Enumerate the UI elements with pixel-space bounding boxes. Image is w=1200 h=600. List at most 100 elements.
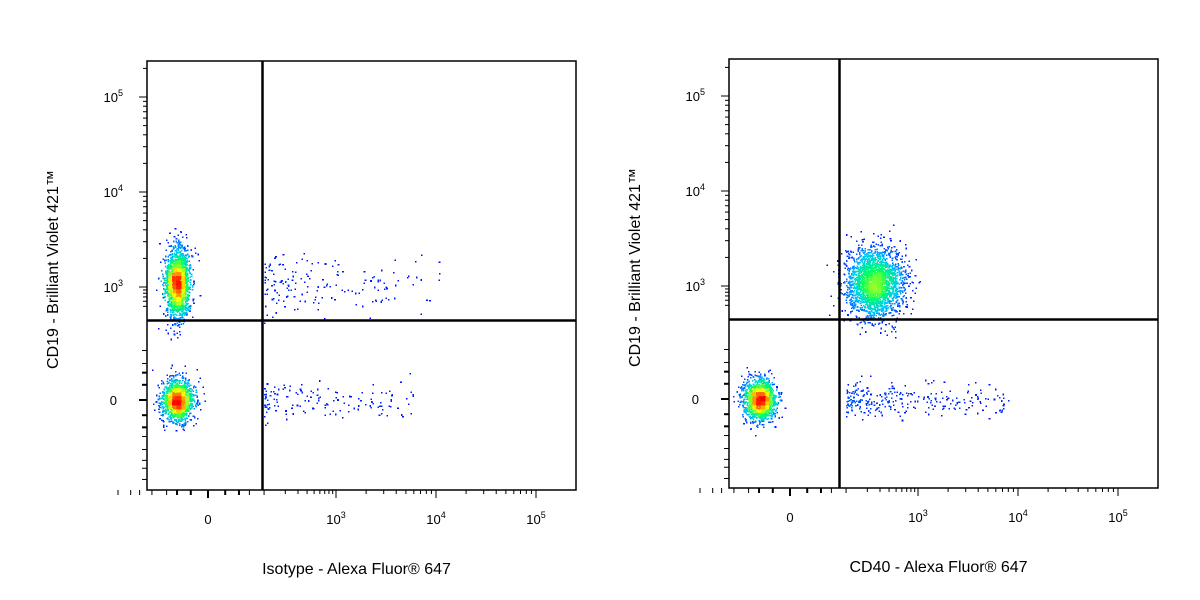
data-point (181, 392, 184, 395)
data-point (362, 289, 364, 291)
data-point (266, 289, 268, 292)
data-point (177, 248, 179, 250)
data-point (902, 284, 904, 286)
data-point (890, 304, 893, 306)
data-point (183, 415, 185, 418)
data-point (184, 385, 187, 388)
data-point (187, 309, 189, 312)
data-point (170, 271, 172, 273)
data-point (903, 266, 905, 268)
data-point (175, 395, 177, 397)
data-point (853, 267, 856, 270)
data-point (847, 286, 849, 289)
data-point (900, 258, 902, 260)
data-point (179, 312, 182, 315)
data-point (181, 414, 183, 416)
data-point (871, 255, 873, 257)
data-point (175, 430, 178, 432)
data-point (169, 383, 172, 385)
data-point (998, 397, 1001, 399)
data-point (882, 256, 885, 258)
data-point (854, 391, 856, 393)
data-point (164, 401, 166, 403)
data-point (178, 289, 180, 291)
data-point (890, 381, 893, 384)
data-point (858, 261, 861, 264)
data-point (1001, 409, 1004, 412)
data-point (185, 300, 188, 302)
data-point (151, 369, 154, 371)
data-point (899, 306, 901, 308)
data-point (870, 403, 873, 405)
data-point (869, 321, 871, 324)
data-point (885, 308, 887, 311)
data-point (1003, 397, 1005, 399)
x-tick-label: 0 (204, 512, 211, 527)
data-point (903, 294, 906, 297)
data-point (779, 399, 782, 402)
data-point (299, 388, 302, 390)
data-point (182, 401, 185, 404)
data-point (182, 263, 185, 265)
data-point (900, 272, 902, 274)
data-point (890, 309, 893, 311)
data-point (844, 310, 846, 312)
data-point (287, 284, 290, 287)
data-point (178, 247, 180, 249)
data-point (894, 400, 897, 402)
data-point (334, 260, 336, 262)
data-point (896, 268, 899, 270)
data-point (762, 424, 765, 426)
data-point (179, 262, 182, 264)
data-point (169, 283, 172, 286)
data-point (275, 312, 278, 314)
data-point (171, 291, 173, 294)
data-point (745, 421, 748, 424)
data-point (884, 249, 887, 251)
data-point (301, 383, 303, 386)
data-point (853, 400, 855, 402)
data-point (381, 299, 383, 302)
data-point (176, 286, 179, 289)
data-point (172, 406, 174, 408)
data-point (884, 253, 886, 255)
data-point (337, 264, 340, 266)
data-point (177, 324, 179, 327)
data-point (186, 412, 188, 415)
data-point (830, 295, 832, 298)
data-point (174, 250, 177, 252)
data-point (850, 285, 852, 288)
data-point (750, 376, 752, 379)
data-point (182, 412, 184, 414)
data-point (934, 405, 936, 407)
data-point (316, 290, 318, 292)
data-point (850, 277, 853, 280)
data-point (906, 304, 909, 306)
data-point (176, 423, 178, 426)
data-point (755, 374, 758, 377)
data-point (953, 407, 955, 410)
data-point (179, 314, 182, 316)
data-point (851, 284, 853, 286)
data-point (874, 409, 877, 411)
data-point (178, 403, 180, 405)
data-point (191, 288, 194, 291)
data-point (172, 262, 174, 265)
data-point (177, 336, 179, 339)
data-point (180, 420, 182, 423)
data-point (166, 309, 169, 311)
data-point (296, 404, 299, 407)
data-point (896, 265, 898, 268)
data-point (879, 316, 882, 319)
data-point (381, 413, 383, 415)
data-point (849, 291, 851, 293)
data-point (848, 256, 850, 259)
data-point (177, 302, 179, 304)
data-point (892, 303, 894, 305)
data-point (902, 277, 904, 280)
data-point (268, 403, 270, 405)
data-point (169, 397, 171, 399)
data-point (881, 252, 883, 254)
data-point (775, 409, 777, 411)
data-point (174, 285, 176, 288)
